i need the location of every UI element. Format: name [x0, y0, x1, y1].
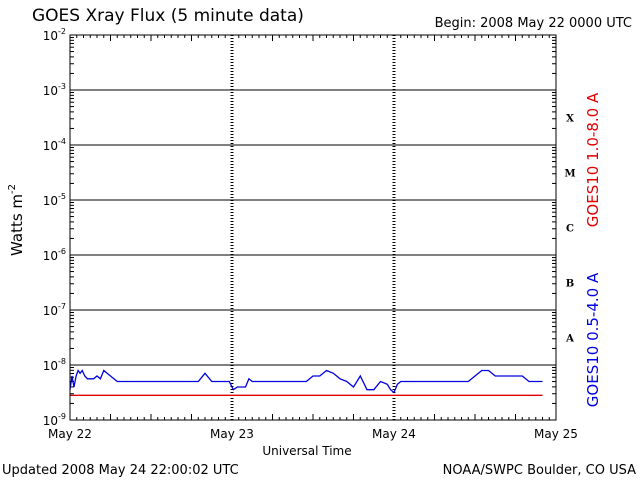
y-axis-label-text: Watts m: [8, 194, 26, 256]
y-tick-label: 10-8: [43, 357, 66, 373]
x-tick-label: May 24: [372, 427, 416, 441]
updated-timestamp: Updated 2008 May 24 22:00:02 UTC: [2, 463, 239, 478]
y-tick-exponent: -2: [58, 27, 66, 36]
x-axis-label: Universal Time: [262, 444, 351, 458]
y-tick-exponent: -9: [58, 412, 66, 421]
flare-class-label: A: [565, 334, 574, 345]
y-tick-exponent: -5: [58, 192, 66, 201]
flare-class-label: C: [566, 224, 574, 235]
y-axis-label-exponent: -2: [7, 184, 18, 194]
y-tick-label: 10-7: [43, 302, 66, 318]
y-tick-base: 10: [43, 29, 58, 43]
plot-frame: [69, 34, 557, 421]
x-tick-label: May 25: [534, 427, 578, 441]
y-tick-base: 10: [43, 194, 58, 208]
y-tick-label: 10-4: [43, 137, 66, 153]
y-tick-label: 10-2: [43, 27, 66, 43]
y-tick-base: 10: [43, 84, 58, 98]
y-tick-base: 10: [43, 139, 58, 153]
y-axis-label: Watts m-2: [7, 184, 26, 256]
y-tick-base: 10: [43, 359, 58, 373]
y-tick-label: 10-5: [43, 192, 66, 208]
flare-class-label: M: [564, 169, 575, 180]
flare-class-label: X: [566, 114, 574, 125]
x-tick-label: May 23: [210, 427, 254, 441]
series-layer: [69, 369, 543, 396]
legend-long-channel: GOES10 1.0-8.0 A: [584, 92, 602, 227]
y-tick-exponent: -3: [58, 82, 66, 91]
series-short-channel-line: [69, 369, 543, 394]
y-tick-label: 10-9: [43, 412, 66, 428]
y-tick-exponent: -8: [58, 357, 66, 366]
y-tick-label: 10-6: [43, 247, 66, 263]
data-credit: NOAA/SWPC Boulder, CO USA: [442, 463, 636, 478]
chart-title: GOES Xray Flux (5 minute data): [32, 6, 304, 26]
grid-layer: [70, 35, 556, 420]
y-tick-exponent: -4: [58, 137, 66, 146]
y-tick-exponent: -6: [58, 247, 66, 256]
y-tick-label: 10-3: [43, 82, 66, 98]
begin-time: Begin: 2008 May 22 0000 UTC: [434, 16, 632, 31]
y-tick-base: 10: [43, 414, 58, 428]
flare-class-labels: X M C B A: [564, 114, 575, 345]
y-tick-base: 10: [43, 249, 58, 263]
y-tick-labels: 10-210-310-410-510-610-710-810-9: [43, 27, 66, 428]
x-tick-label: May 22: [48, 427, 92, 441]
x-tick-labels: May 22 May 23 May 24 May 25: [48, 427, 578, 441]
flare-class-label: B: [566, 279, 574, 290]
y-tick-base: 10: [43, 304, 58, 318]
legend-short-channel: GOES10 0.5-4.0 A: [584, 272, 602, 407]
y-tick-exponent: -7: [58, 302, 66, 311]
